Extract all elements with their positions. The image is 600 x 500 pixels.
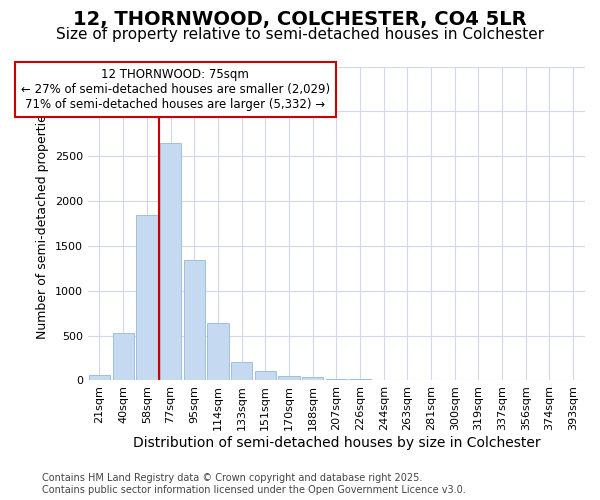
Text: 12, THORNWOOD, COLCHESTER, CO4 5LR: 12, THORNWOOD, COLCHESTER, CO4 5LR [73,10,527,29]
Bar [184,260,205,380]
Bar [113,333,134,380]
Text: Size of property relative to semi-detached houses in Colchester: Size of property relative to semi-detach… [56,28,544,42]
Text: 12 THORNWOOD: 75sqm
← 27% of semi-detached houses are smaller (2,029)
71% of sem: 12 THORNWOOD: 75sqm ← 27% of semi-detach… [21,68,330,112]
Text: Contains HM Land Registry data © Crown copyright and database right 2025.
Contai: Contains HM Land Registry data © Crown c… [42,474,466,495]
Bar [160,142,181,380]
Bar [302,377,323,380]
Bar [326,378,347,380]
Bar [231,362,252,380]
Y-axis label: Number of semi-detached properties: Number of semi-detached properties [36,108,49,339]
Bar [136,214,158,380]
Bar [207,322,229,380]
Bar [254,372,276,380]
Bar [89,374,110,380]
Bar [278,376,299,380]
X-axis label: Distribution of semi-detached houses by size in Colchester: Distribution of semi-detached houses by … [133,436,540,450]
